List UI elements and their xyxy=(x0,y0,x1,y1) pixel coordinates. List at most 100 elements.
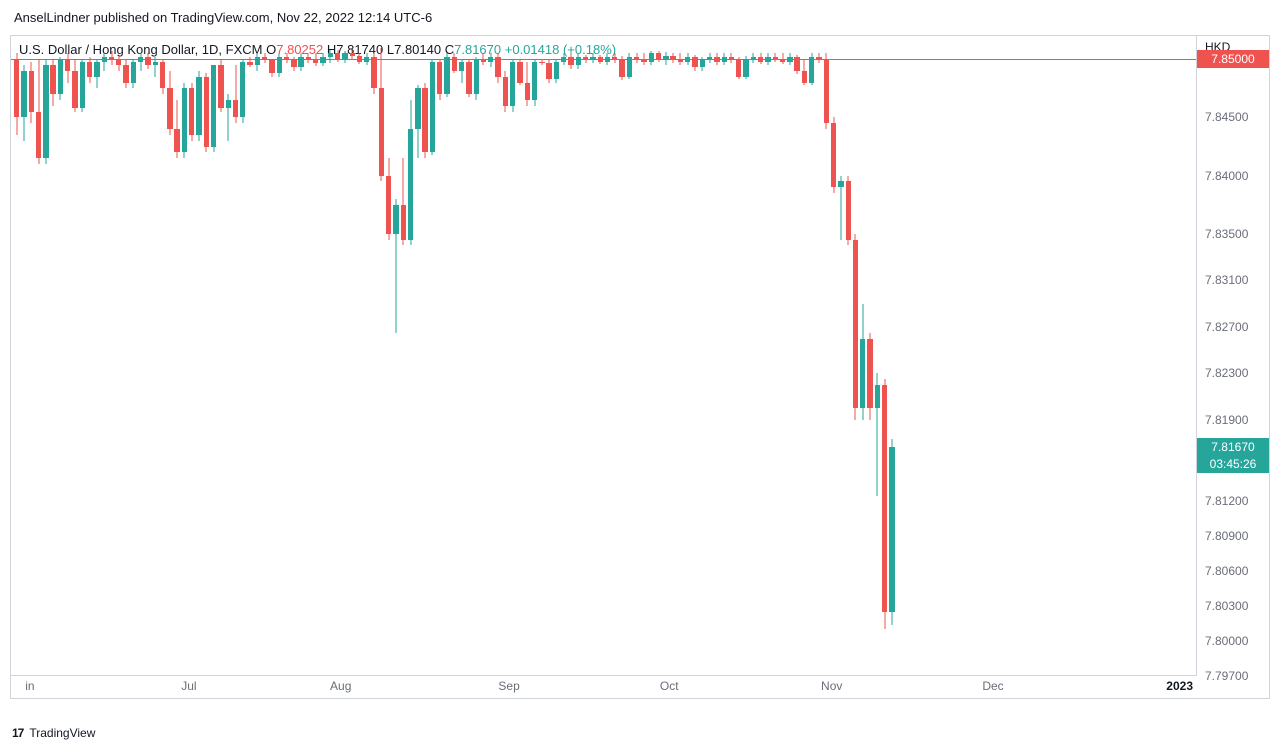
candle xyxy=(232,65,239,123)
candle xyxy=(881,379,888,629)
price-tick: 7.80000 xyxy=(1205,634,1248,648)
candle xyxy=(641,53,648,65)
candle xyxy=(115,56,122,71)
time-tick: in xyxy=(25,679,34,693)
candle xyxy=(407,100,414,245)
price-tick: 7.82300 xyxy=(1205,366,1248,380)
time-tick: Jul xyxy=(181,679,196,693)
change-abs: +0.01418 xyxy=(505,42,560,57)
candle xyxy=(779,53,786,63)
candle xyxy=(677,53,684,65)
candle xyxy=(283,53,290,62)
candle xyxy=(721,53,728,65)
candle xyxy=(619,56,626,80)
candle xyxy=(21,65,28,141)
candle xyxy=(13,53,20,134)
candle xyxy=(320,53,327,66)
price-tick: 7.80300 xyxy=(1205,599,1248,613)
candle xyxy=(787,53,794,65)
candle xyxy=(830,117,837,193)
candle xyxy=(349,50,356,59)
candle xyxy=(801,59,808,85)
candle xyxy=(123,59,130,88)
candle xyxy=(597,55,604,64)
candle xyxy=(393,199,400,333)
candle xyxy=(517,59,524,85)
candle xyxy=(422,83,429,159)
candle xyxy=(28,62,35,124)
candle xyxy=(575,53,582,68)
candle xyxy=(560,53,567,65)
candle xyxy=(808,53,815,84)
candle xyxy=(604,53,611,65)
candle xyxy=(130,59,137,88)
candle xyxy=(509,59,516,111)
candle xyxy=(371,53,378,94)
candle xyxy=(714,53,721,65)
candle xyxy=(867,333,874,420)
candle xyxy=(750,53,757,62)
candle xyxy=(145,53,152,68)
candle xyxy=(568,53,575,68)
candle xyxy=(582,55,589,63)
candle xyxy=(64,53,71,82)
candle xyxy=(458,59,465,82)
candle xyxy=(334,50,341,62)
candle xyxy=(816,53,823,62)
candle xyxy=(378,48,385,182)
candle xyxy=(152,57,159,77)
candle xyxy=(495,53,502,82)
candle xyxy=(852,234,859,420)
ohlc-l-value: 7.80140 xyxy=(394,42,441,57)
candle xyxy=(196,71,203,141)
attribution-text: TradingView xyxy=(29,726,95,740)
candle xyxy=(137,53,144,70)
chart-container[interactable]: U.S. Dollar / Hong Kong Dollar, 1D, FXCM… xyxy=(10,35,1270,699)
candle xyxy=(276,53,283,76)
candle xyxy=(466,59,473,96)
candle xyxy=(743,56,750,79)
price-tick: 7.80900 xyxy=(1205,529,1248,543)
candle xyxy=(57,57,64,100)
candle xyxy=(772,53,779,61)
candle xyxy=(312,53,319,66)
candle xyxy=(706,53,713,62)
candle xyxy=(524,62,531,106)
last-price-badge: 7.81670 xyxy=(1197,438,1269,456)
countdown-badge: 03:45:26 xyxy=(1197,455,1269,473)
time-tick-year: 2023 xyxy=(1166,679,1193,693)
time-axis[interactable]: inJulAugSepOctNovDec2023 xyxy=(11,675,1197,698)
price-axis[interactable]: HKD 7.845007.840007.835007.831007.827007… xyxy=(1196,36,1269,676)
candle xyxy=(502,71,509,112)
candle xyxy=(342,51,349,63)
candle xyxy=(487,53,494,67)
candle xyxy=(889,439,896,625)
candle xyxy=(35,59,42,164)
candle xyxy=(735,57,742,79)
chart-plot[interactable]: U.S. Dollar / Hong Kong Dollar, 1D, FXCM… xyxy=(11,36,1197,676)
price-tick: 7.80600 xyxy=(1205,564,1248,578)
candle xyxy=(757,53,764,63)
candle xyxy=(874,373,881,495)
candle xyxy=(86,57,93,83)
candle xyxy=(553,59,560,82)
candle xyxy=(765,53,772,65)
candle xyxy=(429,59,436,154)
candle xyxy=(648,51,655,65)
candle xyxy=(670,53,677,62)
candle xyxy=(327,50,334,63)
price-tick: 7.84000 xyxy=(1205,169,1248,183)
candle xyxy=(451,53,458,73)
candle xyxy=(254,53,261,70)
candle xyxy=(43,59,50,164)
price-tick: 7.81900 xyxy=(1205,413,1248,427)
candle xyxy=(436,59,443,100)
candle xyxy=(539,59,546,65)
candle xyxy=(174,100,181,158)
candle xyxy=(385,158,392,239)
candle xyxy=(94,59,101,88)
candle xyxy=(305,53,312,62)
candle xyxy=(101,53,108,70)
time-tick: Oct xyxy=(660,679,679,693)
attribution: 17 TradingView xyxy=(12,726,95,740)
